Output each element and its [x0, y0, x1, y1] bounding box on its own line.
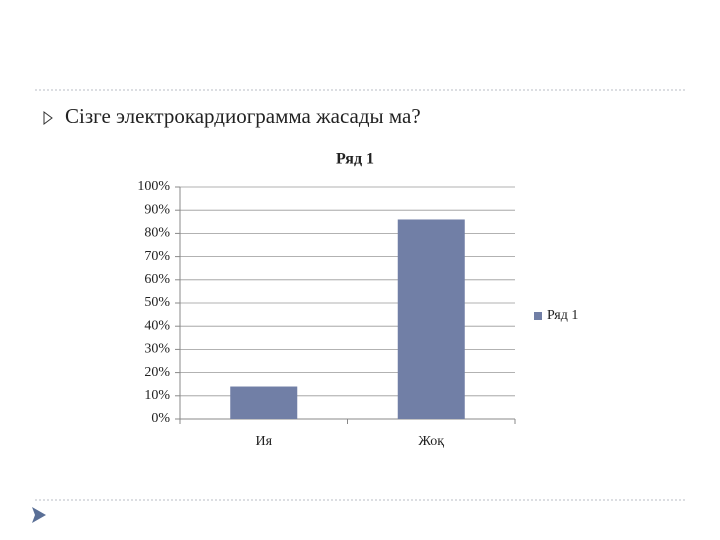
y-tick-label: 100%	[137, 179, 170, 194]
chart-title: Ряд 1	[336, 151, 374, 168]
y-tick-label: 50%	[144, 295, 170, 310]
legend-label: Ряд 1	[547, 308, 578, 323]
y-tick-label: 20%	[144, 365, 170, 380]
y-tick-label: 30%	[144, 342, 170, 357]
legend-swatch	[534, 312, 542, 320]
y-tick-label: 80%	[144, 226, 170, 241]
y-tick-label: 0%	[151, 411, 170, 426]
heading: Сізге электрокардиограмма жасады ма?	[65, 104, 421, 128]
bar	[230, 386, 298, 419]
bullet	[43, 111, 53, 125]
y-tick-label: 40%	[144, 318, 170, 333]
y-tick-label: 60%	[144, 272, 170, 287]
x-tick-label: Ия	[255, 434, 272, 449]
bar	[397, 219, 465, 419]
y-tick-label: 70%	[144, 249, 170, 264]
x-tick-label: Жоқ	[418, 434, 444, 449]
y-tick-label: 10%	[144, 388, 170, 403]
y-tick-label: 90%	[144, 202, 170, 217]
nav-arrow	[32, 507, 46, 523]
